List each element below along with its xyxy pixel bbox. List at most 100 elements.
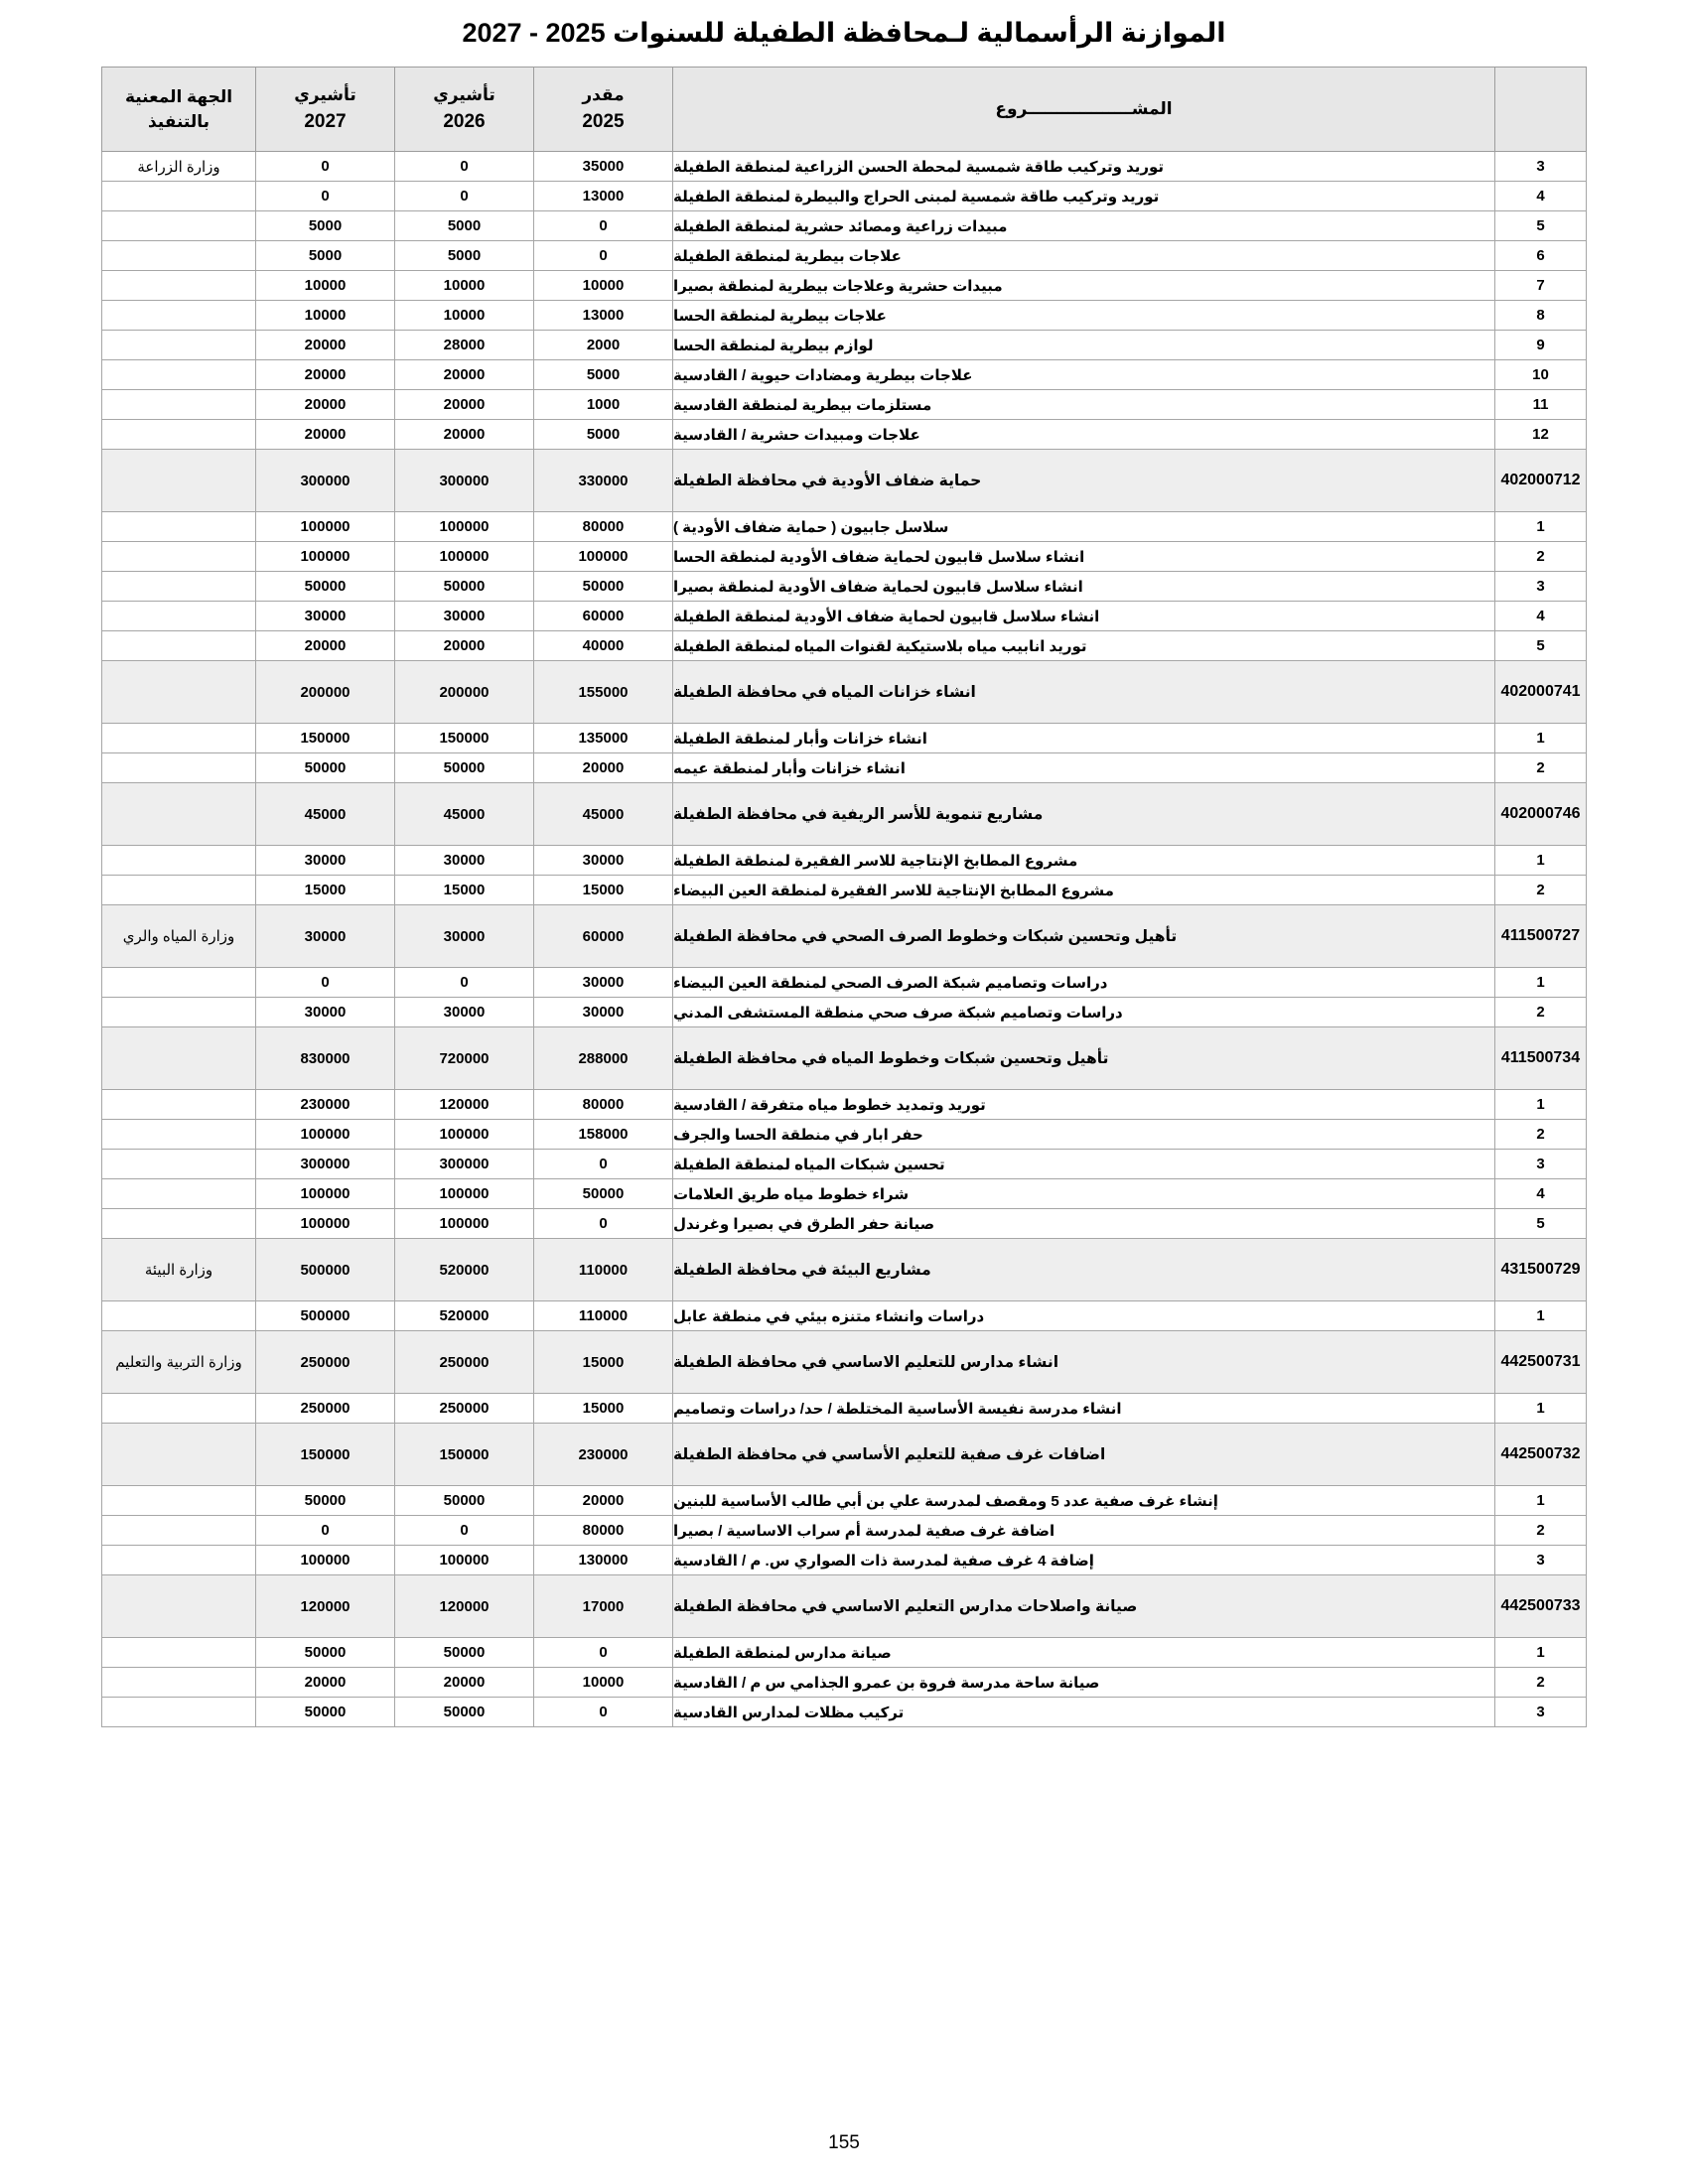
cell-entity-name: [101, 419, 256, 450]
cell-amount-2026: 20000: [394, 359, 534, 390]
cell-project-name: توريد وتركيب طاقة شمسية لمبنى الحراج وال…: [672, 181, 1495, 211]
cell-amount-2027: 10000: [255, 270, 395, 301]
cell-project-name: انشاء مدارس للتعليم الاساسي في محافظة ال…: [672, 1330, 1495, 1394]
cell-amount-2026: 50000: [394, 571, 534, 602]
column-header-year-2025: مقدر 2025: [533, 67, 673, 152]
table-row: 9 لوازم بيطرية لمنطقة الحسا 2000 28000 20000: [101, 330, 1587, 360]
year-2025-label: مقدر: [582, 85, 625, 104]
cell-amount-2027: 500000: [255, 1238, 395, 1301]
cell-project-name: صيانة واصلاحات مدارس التعليم الاساسي في …: [672, 1574, 1495, 1638]
cell-entity-name: وزارة المياه والري: [101, 904, 256, 968]
cell-amount-2025: 50000: [533, 571, 673, 602]
cell-serial-number: 1: [1494, 1393, 1587, 1424]
cell-serial-number: 2: [1494, 875, 1587, 905]
page-title: الموازنة الرأسمالية لـمحافظة الطفيلة للس…: [462, 18, 1226, 48]
cell-amount-2026: 50000: [394, 1485, 534, 1516]
table-row: 2 اضافة غرف صفية لمدرسة أم سراب الاساسية …: [101, 1515, 1587, 1546]
cell-amount-2025: 110000: [533, 1300, 673, 1331]
table-row: 3 إضافة 4 غرف صفية لمدرسة ذات الصواري س. …: [101, 1545, 1587, 1575]
table-row: 5 توريد انابيب مياه بلاستيكية لقنوات المي…: [101, 630, 1587, 661]
cell-amount-2027: 45000: [255, 782, 395, 846]
table-row: 4 انشاء سلاسل قابيون لحماية ضفاف الأودية …: [101, 601, 1587, 631]
cell-amount-2026: 100000: [394, 1545, 534, 1575]
cell-amount-2026: 5000: [394, 210, 534, 241]
cell-project-name: شراء خطوط مياه طريق العلامات: [672, 1178, 1495, 1209]
cell-entity-name: [101, 1149, 256, 1179]
cell-amount-2025: 45000: [533, 782, 673, 846]
cell-amount-2026: 120000: [394, 1089, 534, 1120]
cell-serial-number: 3: [1494, 1697, 1587, 1727]
cell-entity-name: [101, 181, 256, 211]
cell-amount-2025: 20000: [533, 752, 673, 783]
cell-serial-number: 411500734: [1494, 1026, 1587, 1090]
cell-serial-number: 1: [1494, 1089, 1587, 1120]
table-row: 12 علاجات ومبيدات حشرية / القادسية 5000 200…: [101, 419, 1587, 450]
cell-amount-2026: 30000: [394, 601, 534, 631]
table-header-row: المشــــــــــــــــــروع مقدر 2025 تأشي…: [101, 67, 1587, 152]
cell-amount-2027: 100000: [255, 1119, 395, 1150]
cell-serial-number: 402000746: [1494, 782, 1587, 846]
table-row: 3 توريد وتركيب طاقة شمسية لمحطة الحسن الز…: [101, 151, 1587, 182]
cell-amount-2025: 10000: [533, 1667, 673, 1698]
cell-amount-2025: 0: [533, 240, 673, 271]
cell-entity-name: [101, 967, 256, 998]
cell-entity-name: [101, 1485, 256, 1516]
cell-amount-2027: 20000: [255, 630, 395, 661]
table-row: 1 سلاسل جابيون ( حماية ضفاف الأودية ) 8000…: [101, 511, 1587, 542]
cell-entity-name: [101, 1515, 256, 1546]
cell-amount-2025: 155000: [533, 660, 673, 724]
cell-amount-2027: 0: [255, 967, 395, 998]
cell-amount-2027: 20000: [255, 1667, 395, 1698]
cell-amount-2025: 2000: [533, 330, 673, 360]
cell-amount-2027: 0: [255, 1515, 395, 1546]
cell-amount-2027: 50000: [255, 1637, 395, 1668]
cell-amount-2025: 20000: [533, 1485, 673, 1516]
table-row: 411500727 تأهيل وتحسين شبكات وخطوط الصرف …: [101, 904, 1587, 968]
cell-amount-2027: 50000: [255, 1697, 395, 1727]
cell-entity-name: [101, 1208, 256, 1239]
cell-amount-2027: 30000: [255, 845, 395, 876]
cell-entity-name: [101, 389, 256, 420]
cell-amount-2026: 20000: [394, 389, 534, 420]
cell-project-name: دراسات وانشاء متنزه بيئي في منطقة عابل: [672, 1300, 1495, 1331]
table-row: 1 إنشاء غرف صفية عدد 5 ومقصف لمدرسة علي ب…: [101, 1485, 1587, 1516]
cell-amount-2027: 30000: [255, 601, 395, 631]
cell-amount-2025: 60000: [533, 904, 673, 968]
cell-entity-name: [101, 752, 256, 783]
cell-project-name: صيانة حفر الطرق في بصيرا وغرندل: [672, 1208, 1495, 1239]
cell-serial-number: 3: [1494, 1149, 1587, 1179]
table-row: 442500731 انشاء مدارس للتعليم الاساسي في …: [101, 1330, 1587, 1394]
cell-project-name: صيانة ساحة مدرسة فروة بن عمرو الجذامي س …: [672, 1667, 1495, 1698]
cell-amount-2025: 330000: [533, 449, 673, 512]
cell-project-name: مشروع المطابخ الإنتاجية للاسر الفقيرة لم…: [672, 845, 1495, 876]
cell-amount-2026: 45000: [394, 782, 534, 846]
year-2027-value: 2027: [304, 110, 347, 132]
table-row: 3 انشاء سلاسل قابيون لحماية ضفاف الأودية …: [101, 571, 1587, 602]
cell-serial-number: 2: [1494, 1119, 1587, 1150]
cell-entity-name: [101, 240, 256, 271]
cell-project-name: علاجات بيطرية لمنطقة الحسا: [672, 300, 1495, 331]
cell-amount-2026: 10000: [394, 270, 534, 301]
cell-project-name: مبيدات حشرية وعلاجات بيطرية لمنطقة بصيرا: [672, 270, 1495, 301]
table-row: 442500733 صيانة واصلاحات مدارس التعليم ال…: [101, 1574, 1587, 1638]
cell-amount-2027: 830000: [255, 1026, 395, 1090]
cell-amount-2026: 20000: [394, 419, 534, 450]
cell-project-name: تركيب مظلات لمدارس القادسية: [672, 1697, 1495, 1727]
cell-amount-2026: 10000: [394, 300, 534, 331]
cell-amount-2025: 50000: [533, 1178, 673, 1209]
table-row: 2 مشروع المطابخ الإنتاجية للاسر الفقيرة ل…: [101, 875, 1587, 905]
table-row: 411500734 تأهيل وتحسين شبكات وخطوط المياه…: [101, 1026, 1587, 1090]
cell-amount-2027: 5000: [255, 210, 395, 241]
cell-serial-number: 9: [1494, 330, 1587, 360]
cell-serial-number: 1: [1494, 723, 1587, 753]
cell-project-name: تأهيل وتحسين شبكات وخطوط الصرف الصحي في …: [672, 904, 1495, 968]
cell-project-name: توريد وتمديد خطوط مياه متفرقة / القادسية: [672, 1089, 1495, 1120]
cell-amount-2025: 35000: [533, 151, 673, 182]
table-row: 10 علاجات بيطرية ومضادات حيوية / القادسية…: [101, 359, 1587, 390]
cell-amount-2026: 30000: [394, 904, 534, 968]
cell-serial-number: 3: [1494, 1545, 1587, 1575]
cell-entity-name: [101, 210, 256, 241]
cell-amount-2026: 100000: [394, 1178, 534, 1209]
cell-amount-2025: 0: [533, 1697, 673, 1727]
cell-amount-2027: 500000: [255, 1300, 395, 1331]
